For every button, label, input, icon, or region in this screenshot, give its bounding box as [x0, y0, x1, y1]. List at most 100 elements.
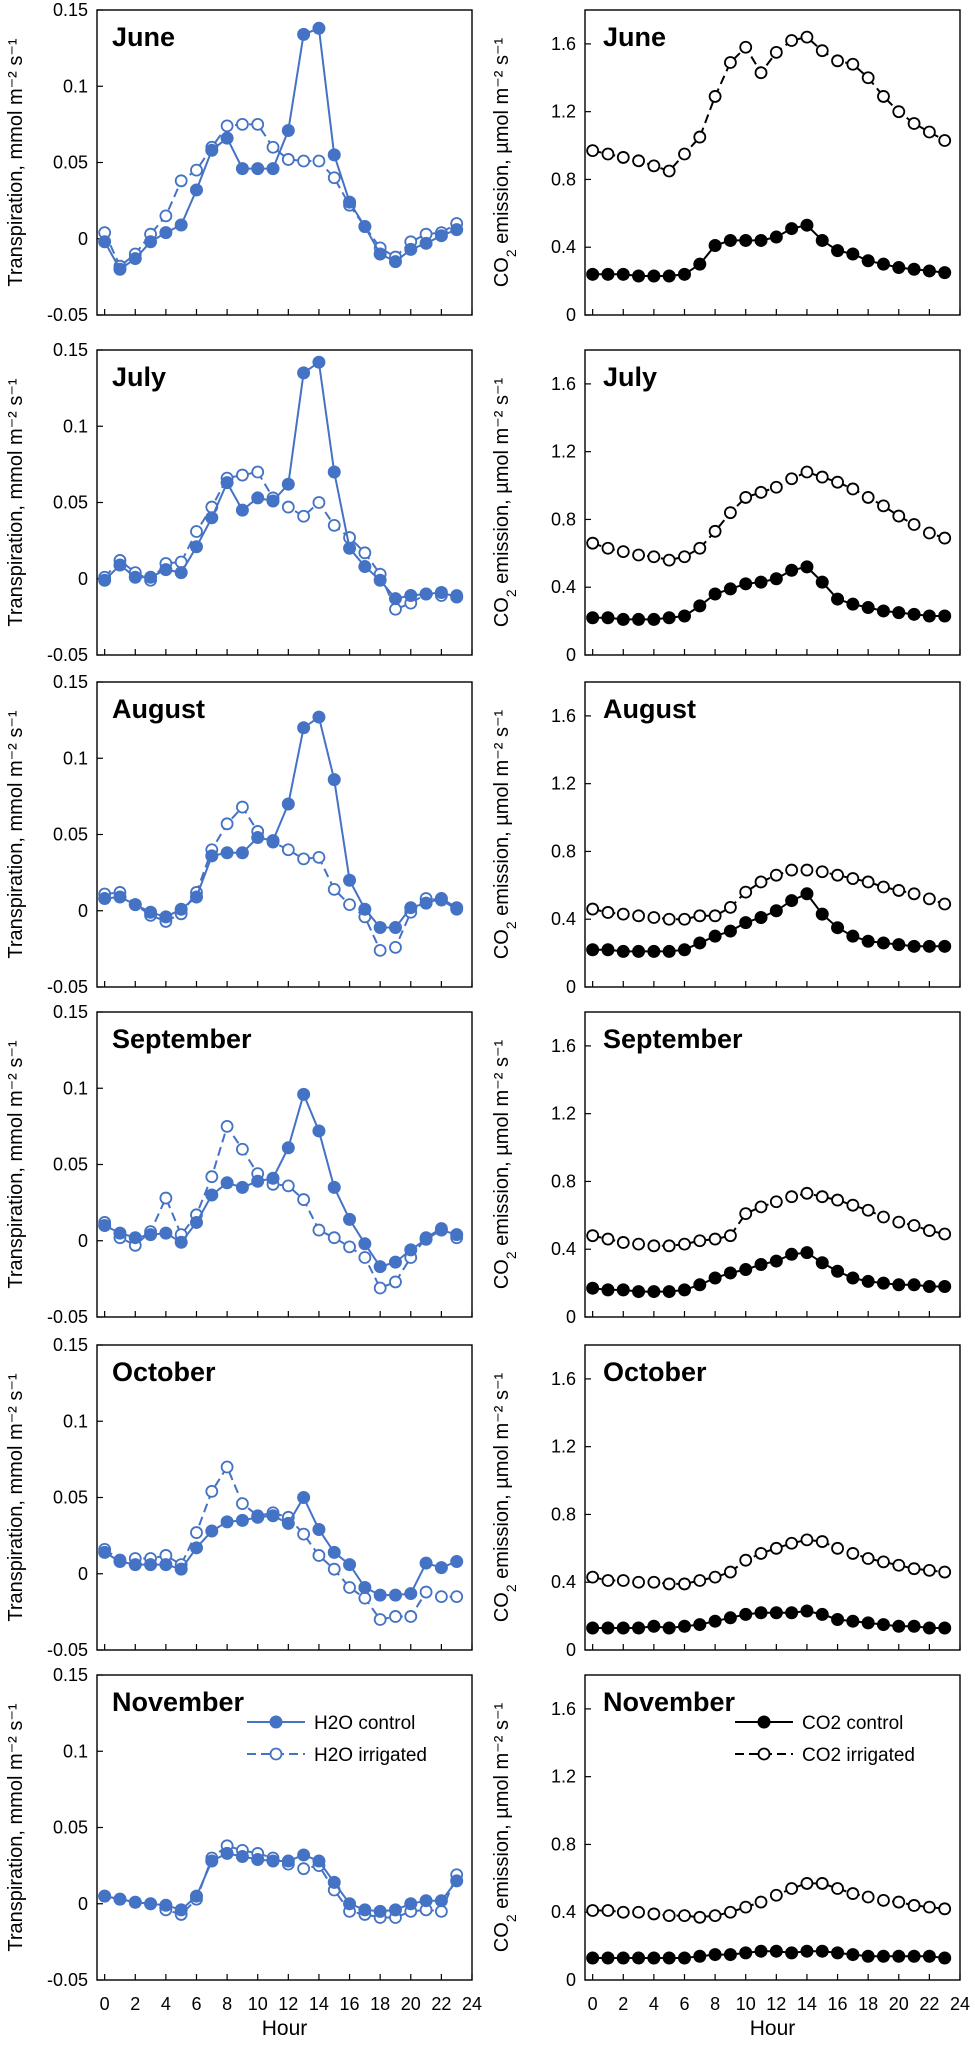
- data-point-control: [297, 366, 311, 380]
- data-point-control: [601, 1951, 615, 1965]
- data-point-control: [189, 890, 203, 904]
- x-tick-label: 4: [161, 1994, 171, 2014]
- data-point-control: [815, 1256, 829, 1270]
- panel-transpiration-july: -0.05 0 0.05 0.1 0.15 July Transpiration, mmol…: [5, 340, 473, 665]
- series-line-control: [592, 1950, 945, 1959]
- data-point-control: [876, 604, 890, 618]
- data-point-control: [769, 230, 783, 244]
- x-tick-label: 22: [919, 1994, 939, 2014]
- y-axis-label: Transpiration, mmol m⁻² s⁻¹: [5, 1373, 27, 1622]
- data-point-irrigated: [312, 496, 326, 509]
- data-point-irrigated: [708, 90, 722, 103]
- data-point-control: [450, 590, 464, 604]
- data-point-irrigated: [373, 944, 387, 957]
- data-point-control: [113, 558, 127, 572]
- panel-co2-september: 0 0.4 0.8 1.2 1.6 September CO2 emission, µmol…: [491, 1011, 961, 1327]
- data-point-irrigated: [800, 1533, 814, 1547]
- data-point-irrigated: [892, 884, 906, 897]
- series-line-irrigated: [592, 1192, 945, 1247]
- x-tick-label: 12: [278, 1994, 298, 2014]
- data-point-control: [450, 901, 464, 915]
- data-point-control: [98, 892, 112, 906]
- y-tick-label: -0.05: [47, 645, 88, 665]
- data-point-control: [205, 849, 219, 863]
- data-point-control: [616, 1621, 630, 1635]
- data-point-control: [922, 1621, 936, 1635]
- data-point-control: [677, 1951, 691, 1965]
- data-point-control: [922, 1949, 936, 1963]
- x-tick-label: 8: [710, 1994, 720, 2014]
- data-point-control: [769, 1606, 783, 1620]
- series-line-control: [592, 1251, 945, 1293]
- data-point-control: [739, 233, 753, 247]
- data-point-control: [327, 1545, 341, 1559]
- data-point-irrigated: [877, 499, 890, 513]
- series-line-control: [104, 1852, 458, 1913]
- data-point-irrigated: [724, 1565, 737, 1579]
- data-point-control: [297, 721, 311, 735]
- y-tick-label: -0.05: [47, 1970, 88, 1990]
- x-tick-label: 16: [340, 1994, 360, 2014]
- data-point-control: [800, 1944, 814, 1958]
- y-axis-label-subscript: 2: [503, 589, 519, 597]
- data-point-control: [846, 1271, 860, 1285]
- data-point-irrigated: [785, 1536, 799, 1550]
- x-tick-label: 14: [797, 1994, 817, 2014]
- data-point-irrigated: [800, 1877, 814, 1890]
- data-point-control: [907, 1278, 921, 1292]
- data-point-control: [616, 944, 630, 958]
- data-point-irrigated: [693, 130, 707, 144]
- data-point-control: [647, 1951, 661, 1965]
- data-point-irrigated: [662, 164, 676, 178]
- y-axis-label: CO2 emission, µmol m⁻² s⁻¹: [491, 1372, 519, 1622]
- data-point-irrigated: [769, 868, 783, 882]
- y-tick-label: 0.1: [63, 76, 88, 96]
- data-point-control: [800, 1246, 814, 1260]
- y-tick-label: 0.1: [63, 748, 88, 768]
- y-tick-label: 0: [566, 1640, 576, 1660]
- data-point-control: [601, 611, 615, 625]
- data-point-control: [723, 1948, 737, 1962]
- data-point-irrigated: [662, 1909, 676, 1923]
- y-tick-label: 0.8: [551, 1171, 576, 1191]
- data-point-control: [922, 609, 936, 623]
- data-point-control: [647, 1619, 661, 1633]
- data-point-control: [297, 1087, 311, 1101]
- series-line-irrigated: [103, 1124, 458, 1290]
- data-point-control: [723, 582, 737, 596]
- y-tick-label: 0.4: [551, 1572, 576, 1592]
- legend-label-irrigated: H2O irrigated: [314, 1745, 427, 1766]
- y-axis-label-part: emission, µmol m⁻² s⁻¹: [491, 37, 513, 249]
- data-point-irrigated: [616, 1236, 630, 1249]
- panel-transpiration-september: -0.05 0 0.05 0.1 0.15 September Transpiration,…: [5, 1002, 473, 1327]
- data-point-control: [205, 1524, 219, 1538]
- data-point-irrigated: [281, 500, 295, 514]
- data-point-control: [922, 264, 936, 278]
- data-point-control: [815, 575, 829, 589]
- data-point-irrigated: [586, 144, 600, 158]
- series-line-irrigated: [592, 36, 946, 173]
- data-point-irrigated: [815, 44, 829, 58]
- data-point-control: [113, 1555, 127, 1569]
- data-point-control: [831, 1946, 845, 1960]
- data-point-control: [373, 1260, 387, 1274]
- data-point-control: [419, 236, 433, 250]
- data-point-irrigated: [389, 1610, 402, 1623]
- data-point-irrigated: [739, 1553, 753, 1567]
- data-point-control: [220, 1846, 234, 1860]
- data-point-control: [434, 1223, 448, 1237]
- x-tick-label: 6: [191, 1994, 201, 2014]
- series-line-irrigated: [592, 869, 946, 921]
- data-point-irrigated: [647, 550, 661, 564]
- y-axis-label-part: CO: [491, 1922, 513, 1952]
- data-point-control: [785, 563, 799, 577]
- data-point-control: [938, 266, 952, 280]
- data-point-irrigated: [678, 1909, 691, 1923]
- data-point-irrigated: [297, 1527, 311, 1541]
- data-point-control: [159, 910, 173, 924]
- data-point-control: [647, 612, 661, 626]
- data-point-irrigated: [739, 491, 753, 504]
- data-point-control: [128, 1895, 142, 1909]
- data-point-control: [800, 560, 814, 574]
- data-point-irrigated: [693, 909, 707, 923]
